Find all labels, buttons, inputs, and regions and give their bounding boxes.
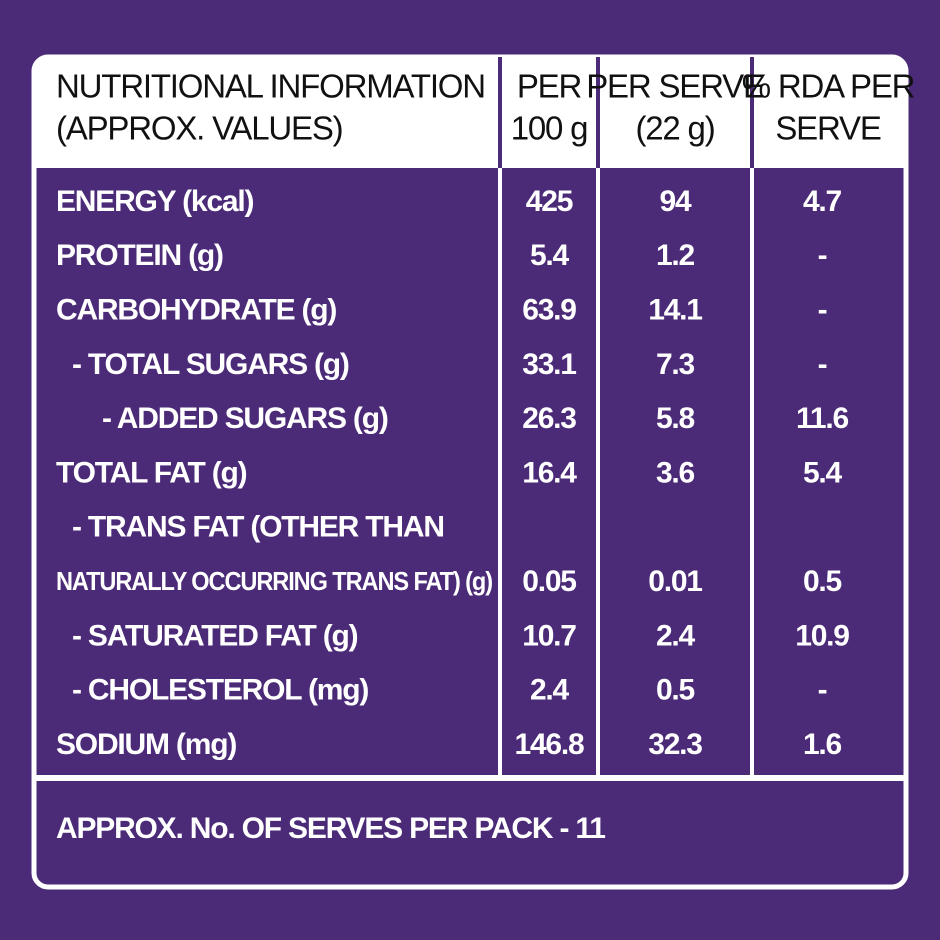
- row-label: - TOTAL SUGARS (g): [72, 348, 349, 381]
- row-label: PROTEIN (g): [56, 239, 223, 272]
- value-cell: -: [818, 348, 827, 381]
- value-cell: 0.01: [648, 565, 702, 598]
- header-text: PER SERVE: [586, 68, 764, 105]
- value-cell: 425: [526, 185, 573, 218]
- header-dividers: [498, 57, 754, 168]
- value-cell: 0.5: [803, 565, 842, 598]
- header-text: NUTRITIONAL INFORMATION: [56, 68, 485, 105]
- value-cell: 14.1: [648, 294, 702, 327]
- header-text: (APPROX. VALUES): [56, 110, 342, 147]
- body-dividers: [34, 168, 906, 781]
- value-cell: -: [818, 239, 827, 272]
- header-text: SERVE: [775, 110, 880, 147]
- value-cell: 1.6: [803, 728, 842, 761]
- value-cell: -: [818, 674, 827, 707]
- row-label: SODIUM (mg): [56, 728, 236, 761]
- value-cell: 0.05: [522, 565, 576, 598]
- value-cell: 94: [660, 185, 692, 218]
- value-cell: 0.5: [656, 674, 695, 707]
- value-cell: 4.7: [803, 185, 842, 218]
- footer-text: APPROX. No. OF SERVES PER PACK - 11: [56, 812, 605, 845]
- value-cell: 3.6: [656, 456, 695, 489]
- value-cell: 2.4: [656, 619, 696, 652]
- header-text: PER: [517, 68, 582, 105]
- value-cell: -: [818, 294, 827, 327]
- row-label: CARBOHYDRATE (g): [56, 294, 336, 327]
- row-label: TOTAL FAT (g): [56, 456, 247, 489]
- row-label: - ADDED SUGARS (g): [102, 402, 388, 435]
- value-cell: 16.4: [522, 456, 577, 489]
- value-cell: 2.4: [530, 674, 570, 707]
- value-cell: 5.4: [530, 239, 570, 272]
- value-cell: 10.7: [522, 619, 576, 652]
- value-cell: 1.2: [656, 239, 695, 272]
- value-cell: 5.8: [656, 402, 695, 435]
- value-cell: 33.1: [522, 348, 576, 381]
- value-cell: 5.4: [803, 456, 843, 489]
- value-cell: 7.3: [656, 348, 695, 381]
- value-cell: 32.3: [648, 728, 702, 761]
- content: NUTRITIONAL INFORMATION (APPROX. VALUES) P…: [56, 68, 916, 845]
- value-cell: 63.9: [522, 294, 576, 327]
- value-cell: 11.6: [796, 402, 848, 435]
- row-label: - CHOLESTEROL (mg): [72, 674, 368, 707]
- value-cell: 26.3: [522, 402, 576, 435]
- row-label: ENERGY (kcal): [56, 185, 253, 218]
- header-text: (22 g): [635, 110, 714, 147]
- header-band: [34, 57, 906, 168]
- value-cell: 146.8: [514, 728, 584, 761]
- value-cell: 10.9: [795, 619, 849, 652]
- row-label: - TRANS FAT (OTHER THAN: [72, 511, 444, 544]
- header-text: % RDA PER: [742, 68, 915, 105]
- row-label: - SATURATED FAT (g): [72, 619, 358, 652]
- header-text: 100 g: [511, 110, 588, 147]
- row-label: NATURALLY OCCURRING TRANS FAT) (g): [56, 566, 492, 596]
